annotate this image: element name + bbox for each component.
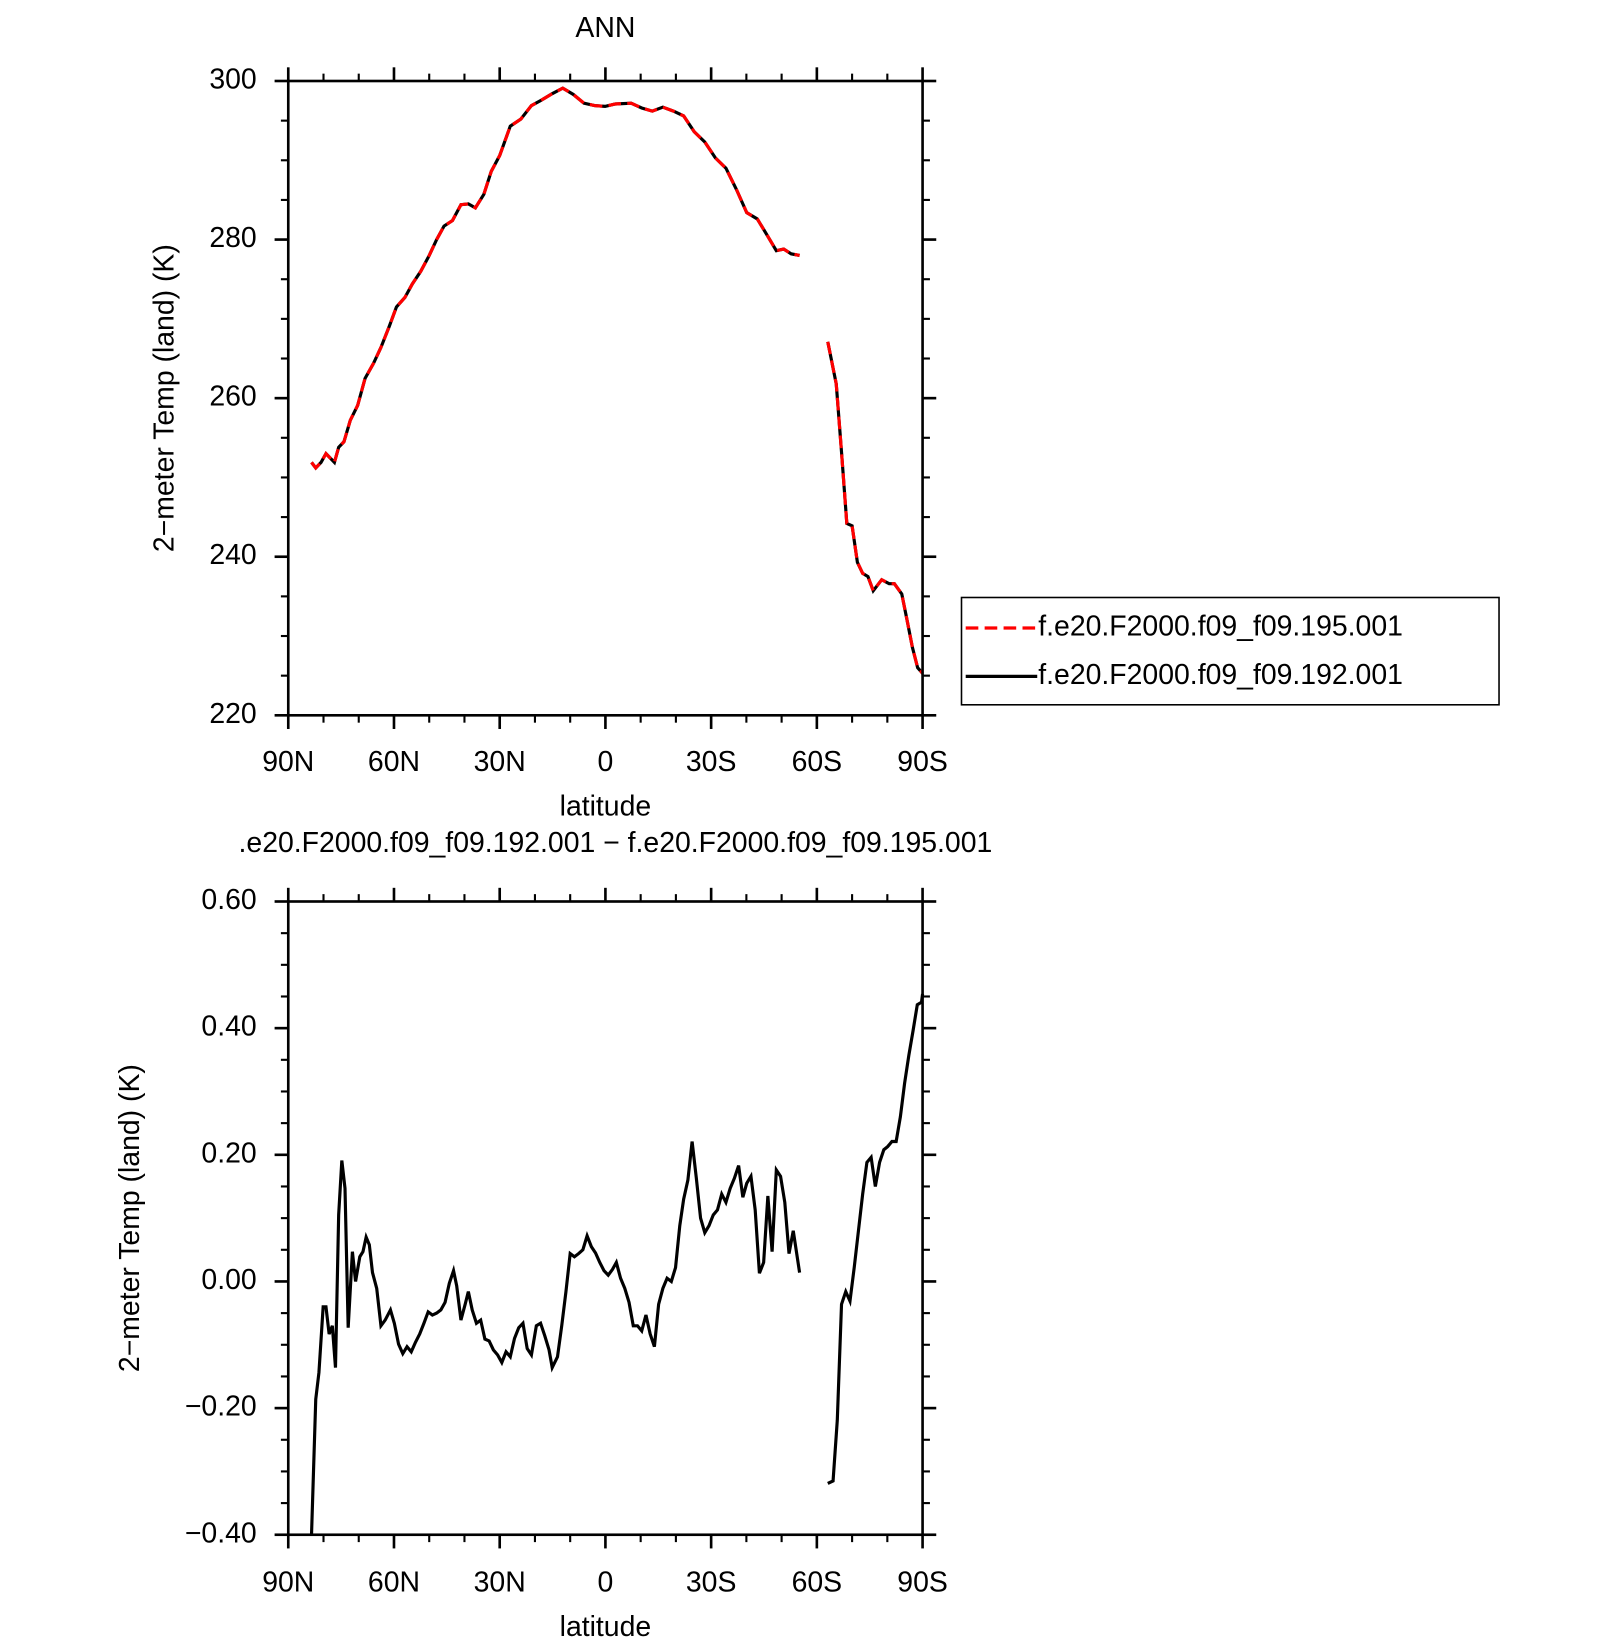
- x-axis-label: latitude: [560, 1611, 652, 1641]
- y-tick-label: 220: [209, 698, 256, 730]
- x-tick-label: 30N: [474, 746, 526, 778]
- legend-label: f.e20.F2000.f09_f09.195.001: [1038, 610, 1403, 642]
- y-axis-label: 2−meter Temp (land) (K): [114, 1064, 146, 1372]
- x-tick-label: 60S: [792, 1567, 843, 1599]
- data-line: [309, 1141, 802, 1535]
- x-tick-label: 60S: [792, 746, 843, 778]
- x-tick-label: 90S: [897, 746, 948, 778]
- x-tick-label: 90N: [262, 746, 314, 778]
- x-tick-label: 0: [598, 746, 614, 778]
- y-tick-label: −0.20: [185, 1391, 257, 1423]
- x-tick-label: 90S: [897, 1567, 948, 1599]
- x-tick-label: 90N: [262, 1567, 314, 1599]
- plot-frame: [286, 79, 924, 717]
- x-axis-label: latitude: [560, 790, 652, 822]
- y-axis-label: 2−meter Temp (land) (K): [149, 244, 181, 552]
- x-tick-label: 60N: [368, 1567, 420, 1599]
- y-tick-label: 260: [209, 381, 256, 413]
- y-tick-label: 280: [209, 222, 256, 254]
- y-tick-label: 0.40: [201, 1011, 256, 1043]
- y-tick-label: 0.60: [201, 884, 256, 916]
- x-tick-label: 30N: [474, 1567, 526, 1599]
- y-tick-label: 0.00: [201, 1264, 256, 1296]
- plot-frame: [286, 900, 924, 1537]
- chart-title: ANN: [575, 12, 635, 44]
- legend-box: [960, 596, 1500, 706]
- data-line: [826, 341, 924, 675]
- y-tick-label: 300: [209, 63, 256, 95]
- data-line: [827, 993, 925, 1485]
- chart-title: .e20.F2000.f09_f09.192.001 − f.e20.F2000…: [239, 827, 993, 859]
- y-tick-label: −0.40: [185, 1517, 257, 1549]
- x-tick-label: 30S: [686, 746, 737, 778]
- x-tick-label: 30S: [686, 1567, 737, 1599]
- legend-label: f.e20.F2000.f09_f09.192.001: [1038, 659, 1403, 691]
- data-line: [310, 86, 800, 471]
- y-tick-label: 0.20: [201, 1137, 256, 1169]
- y-tick-label: 240: [209, 539, 256, 571]
- x-tick-label: 0: [598, 1567, 614, 1599]
- data-line: [310, 86, 800, 471]
- x-tick-label: 60N: [368, 746, 420, 778]
